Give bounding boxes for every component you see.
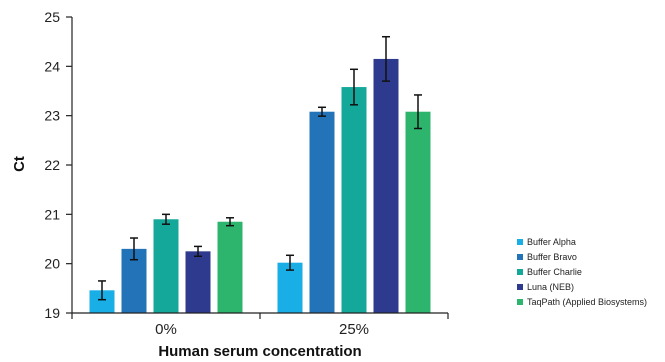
y-tick-label: 20 <box>44 256 60 272</box>
y-tick-label: 22 <box>44 157 60 173</box>
axes: 19 20 21 22 23 24 25 0% 25% <box>44 9 449 338</box>
y-tick-label: 24 <box>44 58 60 74</box>
y-tick-label: 23 <box>44 108 60 124</box>
bar <box>277 262 303 313</box>
legend-swatch <box>517 299 523 305</box>
bar <box>185 251 211 313</box>
x-category-label: 0% <box>155 321 177 338</box>
legend-label: TaqPath (Applied Biosystems) <box>527 297 647 307</box>
legend-label: Buffer Alpha <box>527 237 576 247</box>
legend-swatch <box>517 284 523 290</box>
plot-area <box>89 35 431 313</box>
legend: Buffer Alpha Buffer Bravo Buffer Charlie Lu… <box>517 237 647 307</box>
bar <box>153 219 179 313</box>
y-axis-title: Ct <box>11 156 28 172</box>
legend-label: Buffer Charlie <box>527 267 582 277</box>
legend-swatch <box>517 254 523 260</box>
legend-swatch <box>517 269 523 275</box>
x-axis-title: Human serum concentration <box>158 343 361 360</box>
y-tick-label: 21 <box>44 206 60 222</box>
bar <box>341 87 367 313</box>
bar <box>89 290 115 313</box>
legend-label: Buffer Bravo <box>527 252 577 262</box>
x-category-label: 25% <box>339 321 369 338</box>
y-tick-label: 19 <box>44 305 60 321</box>
legend-swatch <box>517 239 523 245</box>
bar <box>217 221 243 313</box>
bar <box>309 111 335 313</box>
bar <box>405 111 431 313</box>
legend-label: Luna (NEB) <box>527 282 574 292</box>
bar <box>373 58 399 313</box>
y-tick-label: 25 <box>44 9 60 25</box>
